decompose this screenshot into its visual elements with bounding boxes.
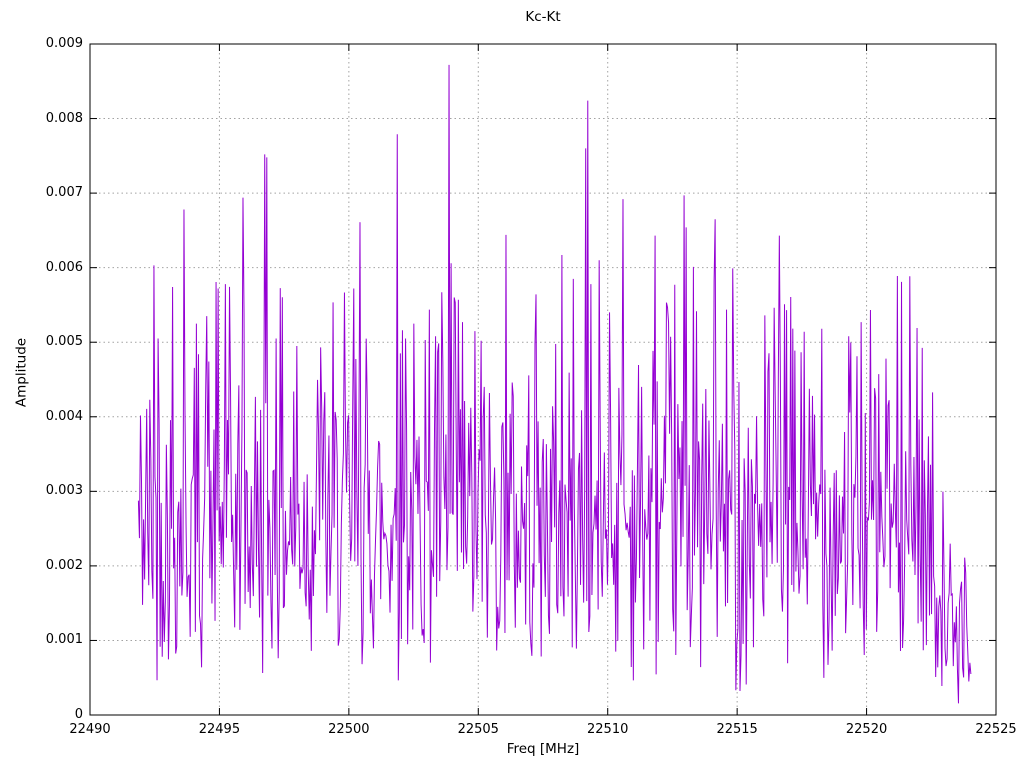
y-tick-label-0.004: 0.004	[45, 408, 83, 424]
data-line-Kc-Kt	[137, 64, 972, 704]
y-tick-label-0: 0	[74, 707, 83, 722]
x-tick-label-22505: 22505	[457, 722, 499, 737]
y-tick-label-0.001: 0.001	[45, 632, 83, 648]
x-tick-label-22495: 22495	[198, 722, 241, 737]
y-tick-label-0.009: 0.009	[45, 36, 83, 51]
x-tick-label-22520: 22520	[845, 722, 888, 737]
x-axis-label: Freq [MHz]	[506, 741, 580, 757]
x-tick-label-22515: 22515	[716, 722, 758, 737]
chart-title: Kc-Kt	[525, 9, 561, 25]
x-tick-label-22525: 22525	[975, 722, 1017, 737]
y-tick-label-0.003: 0.003	[45, 483, 83, 499]
x-tick-label-22490: 22490	[69, 722, 111, 737]
y-tick-label-0.005: 0.005	[45, 334, 83, 350]
y-tick-label-0.008: 0.008	[45, 110, 83, 126]
y-tick-label-0.002: 0.002	[45, 557, 83, 573]
x-tick-label-22510: 22510	[587, 722, 629, 737]
y-tick-label-0.006: 0.006	[45, 259, 83, 275]
plot-border	[89, 43, 997, 716]
y-tick-label-0.007: 0.007	[45, 185, 83, 201]
x-tick-label-22500: 22500	[328, 722, 370, 737]
